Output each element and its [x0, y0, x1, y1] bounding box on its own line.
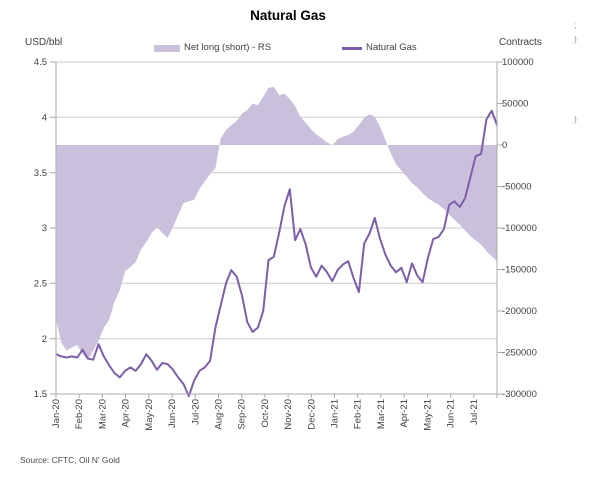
svg-text:2.5: 2.5	[34, 279, 47, 290]
svg-text:-300000: -300000	[502, 389, 537, 400]
svg-text:4.5: 4.5	[34, 57, 47, 68]
svg-text:3: 3	[42, 223, 47, 234]
svg-text:50000: 50000	[502, 99, 528, 110]
svg-text:2: 2	[42, 334, 47, 345]
legend-item-net-long: Net long (short) - RS	[154, 42, 271, 53]
svg-text:-200000: -200000	[502, 306, 537, 317]
svg-text:-100000: -100000	[502, 223, 537, 234]
svg-text:-250000: -250000	[502, 348, 537, 359]
natural-gas-line-series	[55, 109, 498, 398]
svg-text:Jun-21: Jun-21	[446, 399, 457, 428]
svg-text:4: 4	[42, 113, 47, 124]
legend-label-natural-gas: Natural Gas	[366, 42, 417, 53]
svg-text:Mar-20: Mar-20	[97, 399, 108, 429]
right-axis-tick-labels: 100000 50000 0 -50000 -100000 -150000 -200000 -…	[497, 57, 537, 400]
clipped-text-artifact: )	[574, 114, 577, 124]
svg-text:-150000: -150000	[502, 265, 537, 276]
svg-text:May-21: May-21	[422, 399, 433, 431]
chart-canvas: 4.5 4 3.5 3 2.5 2 1.5 100000 50000 0 -50000 -100000…	[34, 57, 537, 431]
svg-text:Jun-20: Jun-20	[167, 399, 178, 428]
clipped-text-artifact: )	[574, 34, 577, 44]
svg-text:Feb-21: Feb-21	[353, 399, 364, 429]
line-series-swatch-icon	[342, 47, 362, 50]
svg-text:1.5: 1.5	[34, 389, 47, 400]
svg-text:Jul-21: Jul-21	[469, 399, 480, 425]
svg-text:3.5: 3.5	[34, 168, 47, 179]
svg-text:Mar-21: Mar-21	[376, 399, 387, 429]
svg-text:-50000: -50000	[502, 182, 532, 193]
svg-text:Jul-20: Jul-20	[190, 399, 201, 425]
chart-title: Natural Gas	[250, 8, 326, 23]
svg-text:Oct-20: Oct-20	[260, 399, 271, 428]
svg-text:100000: 100000	[502, 57, 534, 68]
net-long-area-series	[56, 86, 497, 361]
svg-text:0: 0	[502, 140, 507, 151]
svg-text:Nov-20: Nov-20	[283, 399, 294, 430]
left-axis-title: USD/bbl	[25, 37, 63, 48]
clipped-text-artifact: ;	[574, 20, 577, 30]
svg-text:Aug-20: Aug-20	[214, 399, 225, 430]
svg-text:Jan-21: Jan-21	[330, 399, 341, 428]
svg-text:Apr-21: Apr-21	[399, 399, 410, 428]
area-series-swatch-icon	[154, 45, 180, 52]
svg-text:Feb-20: Feb-20	[74, 399, 85, 429]
left-axis-tick-labels: 4.5 4 3.5 3 2.5 2 1.5	[34, 57, 56, 400]
svg-text:Apr-20: Apr-20	[121, 399, 132, 428]
legend-label-net-long: Net long (short) - RS	[184, 42, 272, 53]
legend-item-natural-gas: Natural Gas	[342, 42, 417, 53]
x-axis-tick-labels: Jan-20 Feb-20 Mar-20 Apr-20 May-20 Jun-20 Jul-…	[51, 394, 498, 431]
source-note: Source: CFTC, Oil N' Gold	[20, 455, 120, 465]
svg-text:Jan-20: Jan-20	[51, 399, 62, 428]
right-axis-title: Contracts	[499, 37, 542, 48]
svg-text:Dec-20: Dec-20	[306, 399, 317, 430]
svg-text:Sep-20: Sep-20	[237, 399, 248, 430]
svg-text:May-20: May-20	[144, 399, 155, 431]
